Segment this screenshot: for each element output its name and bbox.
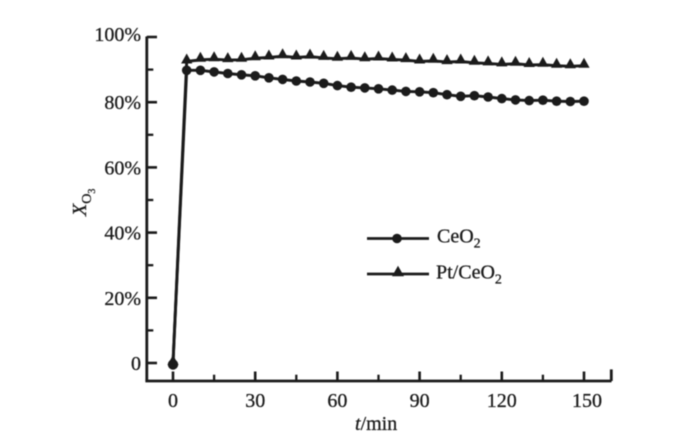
- svg-text:60: 60: [327, 390, 347, 412]
- svg-text:20%: 20%: [104, 288, 141, 310]
- svg-text:60%: 60%: [104, 157, 141, 179]
- svg-text:90: 90: [410, 390, 430, 412]
- svg-text:XO3: XO3: [69, 189, 98, 217]
- svg-text:Pt/CeO2: Pt/CeO2: [436, 262, 502, 288]
- svg-text:80%: 80%: [104, 92, 141, 114]
- svg-text:40%: 40%: [104, 223, 141, 245]
- svg-text:0: 0: [131, 353, 141, 375]
- svg-text:0: 0: [168, 390, 178, 412]
- svg-text:100%: 100%: [94, 24, 141, 46]
- svg-text:150: 150: [572, 390, 602, 412]
- svg-text:t/min: t/min: [355, 413, 397, 435]
- svg-text:120: 120: [487, 390, 517, 412]
- svg-text:CeO2: CeO2: [437, 226, 481, 252]
- svg-text:30: 30: [245, 390, 265, 412]
